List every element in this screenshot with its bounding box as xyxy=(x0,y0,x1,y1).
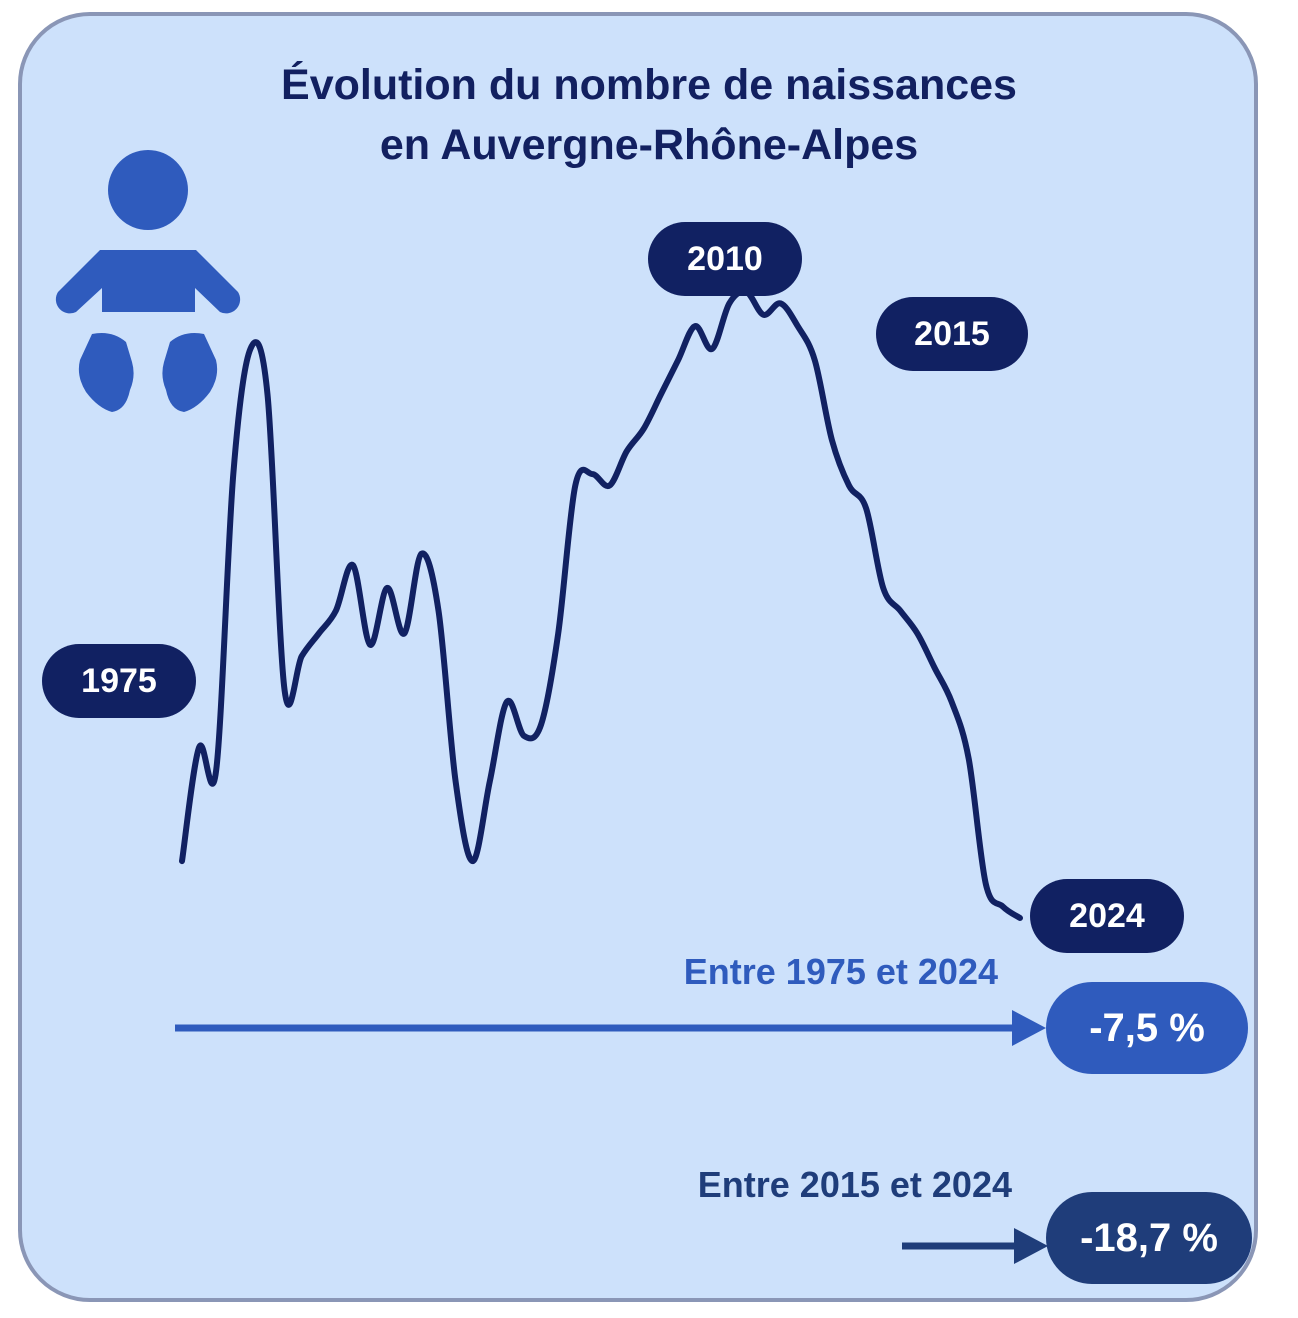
comparison-value-1975-2024: -7,5 % xyxy=(1046,982,1248,1074)
comparison-label-1975-2024: Entre 1975 et 2024 xyxy=(683,951,998,992)
chart-title-line-2: en Auvergne-Rhône-Alpes xyxy=(379,121,919,169)
births-line xyxy=(179,288,1023,921)
year-label-2024: 2024 xyxy=(1030,879,1184,953)
year-label-1975: 1975 xyxy=(42,644,196,718)
year-label-2010: 2010 xyxy=(648,222,802,296)
baby-icon xyxy=(55,150,241,412)
chart-title-line-1: Évolution du nombre de naissances xyxy=(281,61,1017,109)
comparison-value-2015-2024: -18,7 % xyxy=(1046,1192,1252,1284)
chart-title: Évolution du nombre de naissances en Auv… xyxy=(0,55,1298,175)
year-label-2015: 2015 xyxy=(876,297,1028,371)
arrow-2015-2024 xyxy=(902,1228,1048,1264)
comparison-label-2015-2024: Entre 2015 et 2024 xyxy=(697,1164,1012,1205)
arrow-1975-2024 xyxy=(175,1010,1046,1046)
